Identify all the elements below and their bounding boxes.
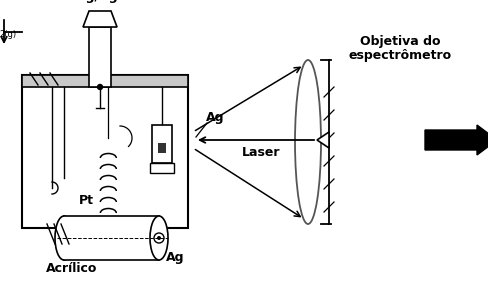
Bar [22, 75, 187, 228]
Circle shape [97, 84, 102, 90]
FancyArrow shape [424, 125, 488, 155]
Polygon shape [316, 132, 328, 148]
Bar [152, 125, 172, 163]
Text: Ag: Ag [165, 251, 184, 264]
Circle shape [154, 233, 163, 243]
Text: 2(g): 2(g) [0, 30, 16, 39]
Ellipse shape [294, 60, 320, 224]
Text: Acrílico: Acrílico [46, 262, 98, 275]
Text: Objetiva do: Objetiva do [359, 35, 439, 48]
Text: Ag: Ag [205, 111, 224, 124]
Bar [150, 163, 174, 173]
Circle shape [157, 236, 161, 240]
Bar [158, 143, 165, 153]
Text: Laser: Laser [241, 146, 280, 159]
Bar [64, 216, 159, 260]
Polygon shape [83, 11, 117, 27]
Text: Ag/AgCl: Ag/AgCl [77, 0, 131, 3]
Text: Pt: Pt [79, 193, 94, 206]
Bar [22, 75, 187, 87]
Bar [89, 27, 111, 87]
Text: espectrômetro: espectrômetro [348, 50, 450, 63]
Ellipse shape [150, 216, 168, 260]
Ellipse shape [55, 216, 73, 260]
